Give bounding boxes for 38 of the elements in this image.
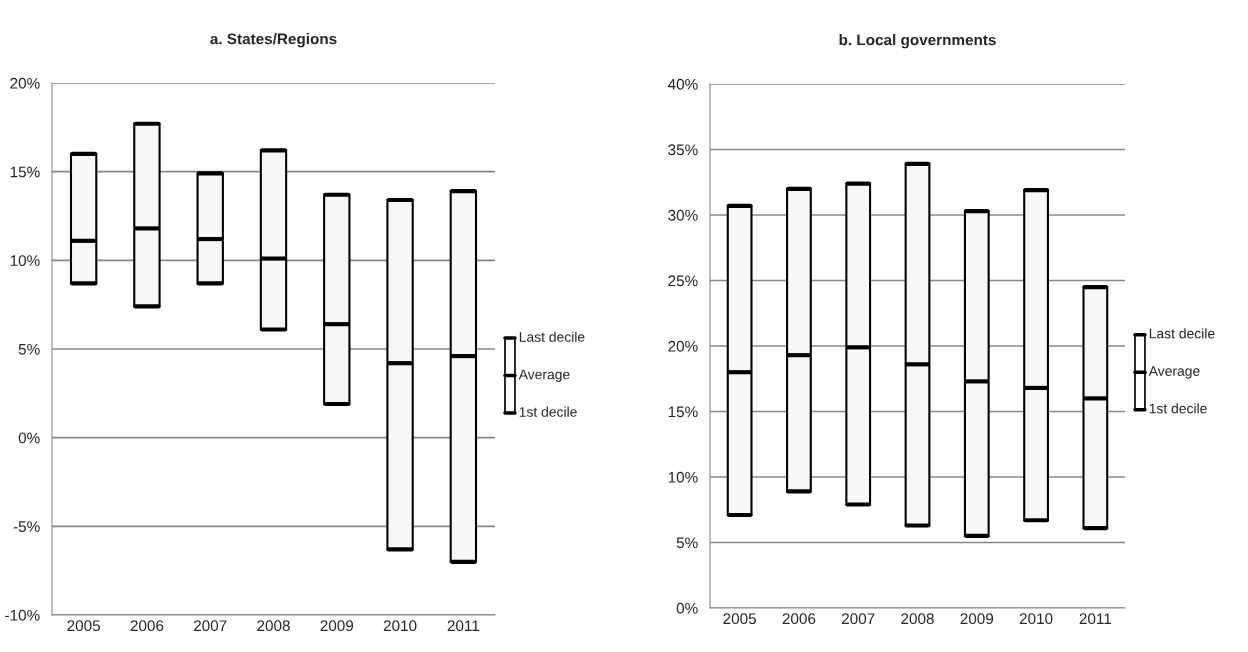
text: Last decile — [1149, 328, 1215, 339]
x-tick-label: 2011 — [1079, 613, 1112, 625]
x-tick-label: 2010 — [383, 620, 417, 632]
y-tick-label: 40% — [667, 78, 698, 90]
x-tick-label: 2009 — [960, 613, 994, 625]
y-tick-label: 35% — [668, 144, 698, 156]
text: Last decile — [519, 331, 585, 342]
y-tick-label: 0% — [676, 602, 698, 614]
x-tick-label: 2006 — [130, 620, 164, 632]
y-tick-label: 5% — [18, 343, 40, 355]
y-tick-label: 10% — [668, 471, 698, 483]
x-tick-label: 2008 — [257, 620, 290, 632]
y-tick-label: 30% — [668, 209, 698, 221]
y-tick-label: 0% — [18, 432, 40, 444]
x-tick-label: 2007 — [193, 620, 227, 632]
y-tick-label: 10% — [10, 255, 40, 267]
y-tick-label: 20% — [668, 340, 698, 352]
y-tick-label: 15% — [668, 406, 698, 418]
y-tick-label: -5% — [13, 521, 40, 533]
x-tick-label: 2005 — [67, 620, 100, 632]
x-tick-label: 2006 — [782, 613, 816, 625]
y-tick-label: 25% — [668, 275, 698, 287]
text: Average — [1148, 366, 1200, 379]
y-tick-label: 15% — [10, 166, 40, 178]
y-tick-label: 5% — [676, 537, 698, 549]
text: 1st decile — [519, 406, 577, 417]
x-tick-label: 2009 — [320, 620, 354, 632]
x-tick-label: 2010 — [1019, 613, 1053, 625]
y-tick-label: 20% — [10, 77, 40, 89]
x-tick-label: 2007 — [841, 613, 875, 625]
chart-title: a. States/Regions — [210, 33, 337, 48]
text: Average — [518, 369, 570, 383]
y-tick-label: -10% — [5, 609, 40, 621]
text: 1st decile — [1149, 403, 1207, 414]
x-tick-label: 2005 — [723, 613, 756, 625]
x-tick-label: 2011 — [447, 620, 480, 632]
chart-title: b. Local governments — [839, 34, 996, 49]
x-tick-label: 2008 — [901, 613, 934, 625]
